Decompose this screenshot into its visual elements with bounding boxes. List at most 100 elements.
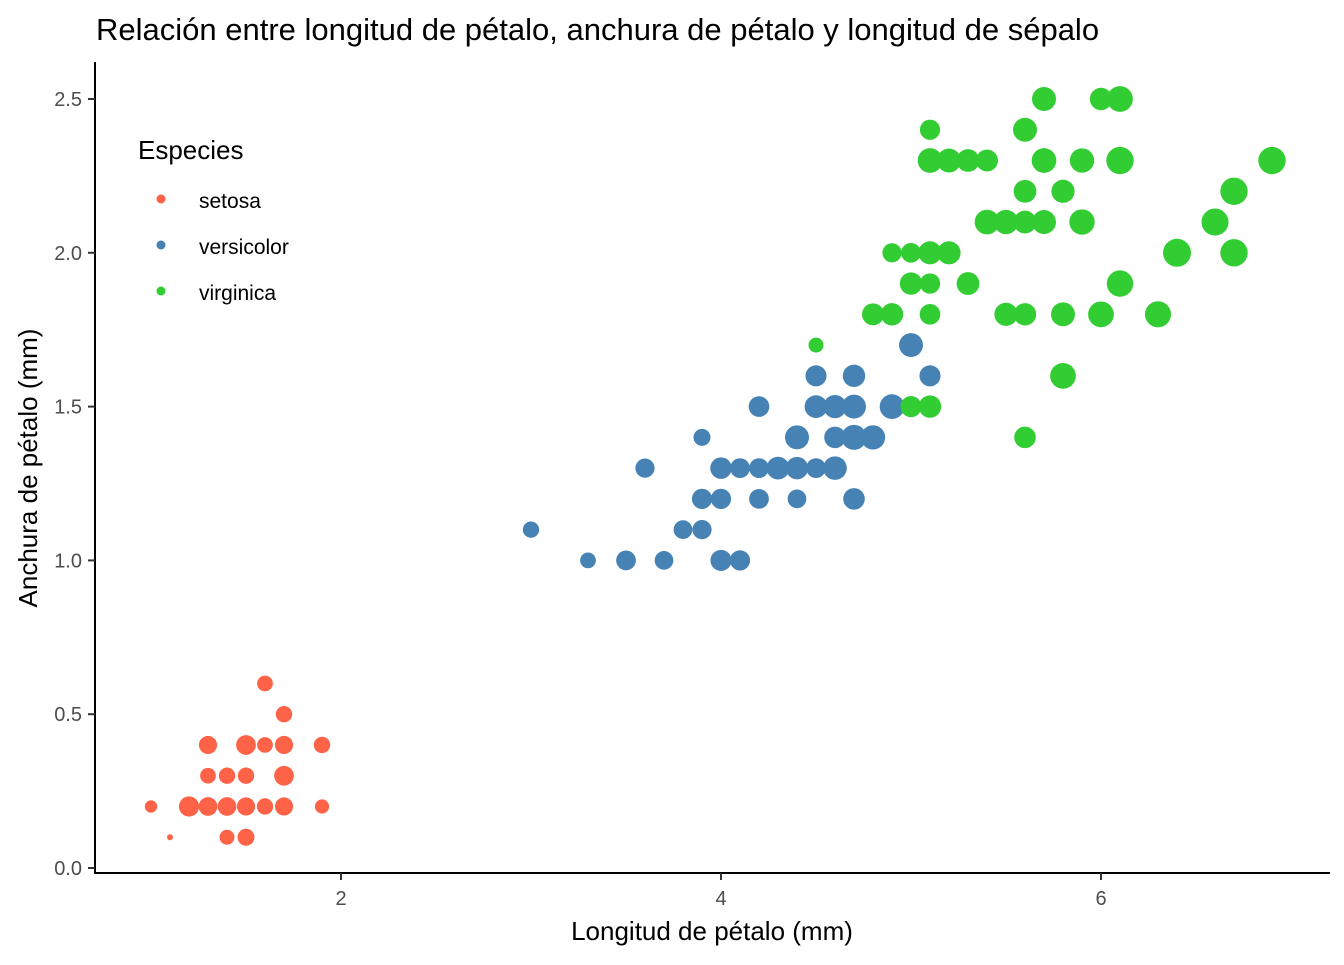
y-tick-label: 0.5: [54, 704, 82, 726]
point-versicolor: [729, 550, 751, 571]
point-virginica: [956, 149, 980, 172]
point-versicolor: [823, 395, 847, 419]
point-virginica: [919, 119, 941, 140]
legend-label-virginica: virginica: [199, 282, 276, 305]
point-setosa: [219, 768, 235, 783]
point-setosa: [274, 765, 294, 786]
point-virginica: [1013, 303, 1037, 326]
legend-title: Especies: [138, 135, 244, 165]
point-setosa: [274, 735, 294, 755]
chart-title: Relación entre longitud de pétalo, anchu…: [96, 12, 1099, 47]
point-virginica: [862, 303, 884, 325]
point-versicolor: [824, 426, 846, 449]
point-setosa: [236, 735, 256, 755]
point-versicolor: [730, 458, 750, 478]
point-setosa: [257, 675, 273, 692]
point-setosa: [314, 799, 330, 814]
point-versicolor: [711, 458, 731, 478]
point-setosa: [274, 797, 294, 816]
point-virginica: [882, 243, 902, 263]
point-virginica: [956, 272, 980, 295]
point-setosa: [237, 797, 255, 816]
point-versicolor: [710, 488, 732, 509]
point-virginica: [881, 303, 903, 326]
point-virginica: [1014, 426, 1036, 449]
point-versicolor: [842, 364, 866, 388]
point-virginica: [1051, 302, 1075, 327]
y-axis-label: Anchura de pétalo (mm): [13, 329, 43, 608]
y-tick-label: 2.0: [54, 243, 82, 265]
legend-key-versicolor: [156, 240, 166, 250]
y-tick-label: 0.0: [54, 858, 82, 880]
point-virginica: [937, 148, 961, 173]
x-ticks: 2 4 6: [335, 873, 1107, 910]
point-versicolor: [919, 365, 941, 387]
point-virginica: [1050, 362, 1076, 389]
point-setosa: [219, 829, 235, 845]
point-virginica: [1107, 86, 1133, 112]
point-versicolor: [748, 396, 770, 417]
point-versicolor: [843, 488, 865, 510]
point-versicolor: [806, 397, 826, 416]
point-versicolor: [880, 395, 904, 418]
point-versicolor: [767, 457, 789, 480]
point-versicolor: [843, 426, 865, 449]
point-setosa: [237, 828, 255, 846]
point-virginica: [1220, 177, 1248, 205]
point-versicolor: [616, 550, 636, 571]
point-virginica: [1013, 179, 1037, 203]
point-virginica: [1220, 239, 1248, 267]
point-virginica: [1013, 210, 1037, 234]
point-versicolor: [692, 520, 712, 540]
point-setosa: [181, 798, 197, 815]
point-setosa: [203, 801, 213, 812]
point-virginica: [1051, 179, 1075, 203]
point-virginica: [1032, 210, 1056, 235]
point-virginica: [1013, 117, 1037, 142]
point-versicolor: [842, 394, 866, 419]
point-setosa: [313, 736, 331, 754]
point-versicolor: [749, 458, 769, 478]
point-virginica: [1201, 208, 1229, 236]
point-setosa: [198, 735, 218, 755]
point-versicolor: [749, 489, 769, 509]
x-tick-label: 2: [335, 888, 346, 910]
x-tick-label: 6: [1095, 888, 1106, 910]
y-tick-label: 1.0: [54, 550, 82, 572]
point-virginica: [1069, 148, 1095, 173]
point-virginica: [1088, 301, 1114, 328]
point-versicolor: [787, 489, 807, 509]
point-virginica: [919, 303, 941, 325]
point-virginica: [1106, 270, 1134, 297]
point-setosa: [202, 770, 214, 782]
point-versicolor: [693, 428, 711, 446]
x-tick-label: 4: [715, 888, 726, 910]
legend-label-versicolor: versicolor: [199, 236, 289, 259]
point-versicolor: [806, 458, 826, 478]
point-virginica: [1163, 238, 1191, 267]
point-virginica: [994, 302, 1018, 326]
point-virginica: [918, 241, 942, 265]
x-axis-label: Longitud de pétalo (mm): [571, 916, 853, 946]
point-virginica: [919, 273, 941, 294]
point-virginica: [937, 241, 961, 265]
point-versicolor: [805, 365, 827, 387]
point-virginica: [1031, 148, 1057, 173]
point-setosa: [237, 767, 255, 784]
point-versicolor: [522, 521, 540, 538]
legend-key-virginica: [156, 286, 166, 296]
point-virginica: [899, 272, 923, 295]
point-virginica: [993, 209, 1019, 235]
point-versicolor: [785, 456, 809, 480]
point-versicolor: [710, 549, 732, 571]
point-versicolor: [860, 425, 886, 450]
point-versicolor: [580, 552, 596, 569]
point-virginica: [900, 396, 922, 418]
point-versicolor: [673, 520, 693, 539]
point-virginica: [808, 337, 824, 353]
point-virginica: [1069, 209, 1095, 235]
point-versicolor: [823, 456, 847, 480]
y-tick-label: 2.5: [54, 89, 82, 111]
point-setosa: [219, 798, 235, 815]
